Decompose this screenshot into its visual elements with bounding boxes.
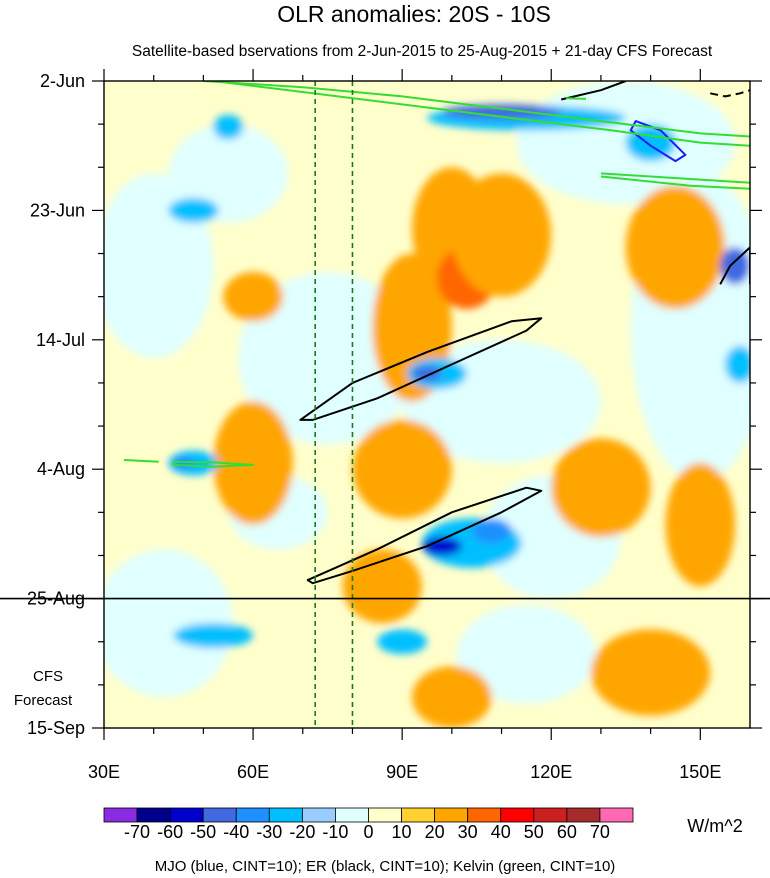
colorbar-swatch-12 <box>500 807 535 823</box>
x-tick-label: 60E <box>237 762 269 782</box>
colorbar-swatch-9 <box>401 807 436 823</box>
y-axis-tick-labels: 2-Jun 23-Jun 14-Jul 4-Aug 25-Aug 15-Sep <box>27 71 85 738</box>
colorbar <box>103 807 634 823</box>
colorbar-label: 30 <box>458 822 478 842</box>
kelvin-contour-9 <box>600 175 750 190</box>
axis-ticks <box>92 69 762 740</box>
forecast-label-line-1: CFS <box>33 668 63 685</box>
er-contour-0 <box>299 317 543 421</box>
kelvin-contour-12 <box>566 97 587 100</box>
anomaly-blob-1 <box>168 124 288 223</box>
anomaly-blob-7 <box>456 604 596 704</box>
y-tick-label: 25-Aug <box>27 589 85 609</box>
kelvin-contour-11 <box>123 459 159 463</box>
anomaly-blob-0 <box>238 272 418 445</box>
er-contour-2 <box>719 246 750 285</box>
er-contour-3 <box>560 81 627 101</box>
anomaly-blob-34 <box>173 623 254 648</box>
anomaly-blob-31 <box>441 104 562 120</box>
colorbar-swatch-4 <box>235 807 270 823</box>
colorbar-label: 40 <box>491 822 511 842</box>
colorbar-swatch-10 <box>434 807 469 823</box>
anomaly-fill-layer <box>104 81 750 728</box>
colorbar-label: 20 <box>425 822 445 842</box>
colorbar-labels: -70 -60 -50 -40 -30 -20 -10 0 10 20 30 40 50 60 70 <box>124 822 610 842</box>
anomaly-blob-group <box>104 81 750 728</box>
y-tick-label: 15-Sep <box>27 718 85 738</box>
anomaly-blob-32 <box>213 114 244 140</box>
colorbar-label: -60 <box>157 822 183 842</box>
anomaly-blob-21 <box>665 463 736 587</box>
er-contour-4 <box>709 89 750 98</box>
colorbar-label: 50 <box>524 822 544 842</box>
wave-contour-layer <box>123 81 750 585</box>
colorbar-label: 0 <box>363 822 373 842</box>
anomaly-blob-20 <box>223 272 283 322</box>
colorbar-swatch-11 <box>467 807 502 823</box>
colorbar-swatch-1 <box>136 807 171 823</box>
kelvin-contour-7 <box>213 81 750 147</box>
colorbar-swatch-13 <box>533 807 568 823</box>
colorbar-swatch-6 <box>301 807 336 823</box>
chart-title: OLR anomalies: 20S - 10S <box>277 1 551 27</box>
colorbar-swatch-2 <box>169 807 204 823</box>
anomaly-blob-16 <box>551 438 651 537</box>
y-tick-label: 4-Aug <box>37 459 85 479</box>
chart-footnote: MJO (blue, CINT=10); ER (black, CINT=10)… <box>155 858 616 875</box>
colorbar-swatch-15 <box>599 807 634 823</box>
x-tick-label: 150E <box>679 762 721 782</box>
colorbar-swatch-14 <box>566 807 601 823</box>
kelvin-contour-10 <box>172 460 255 468</box>
colorbar-label: 10 <box>392 822 412 842</box>
er-contour-1 <box>306 486 543 585</box>
colorbar-swatch-0 <box>103 807 138 823</box>
colorbar-label: -50 <box>190 822 216 842</box>
colorbar-units: W/m^2 <box>687 816 742 836</box>
x-tick-label: 30E <box>88 762 120 782</box>
anomaly-blob-33 <box>168 198 219 223</box>
colorbar-label: -30 <box>256 822 282 842</box>
colorbar-swatch-3 <box>202 807 237 823</box>
x-tick-label: 90E <box>386 762 418 782</box>
colorbar-swatch-8 <box>368 807 402 823</box>
colorbar-label: -40 <box>223 822 249 842</box>
x-axis-tick-labels: 30E 60E 90E 120E 150E <box>88 762 721 782</box>
y-tick-label: 23-Jun <box>30 200 85 220</box>
x-tick-label: 120E <box>530 762 572 782</box>
anomaly-blob-37 <box>725 345 750 383</box>
anomaly-blob-26 <box>412 366 442 382</box>
y-tick-label: 14-Jul <box>36 330 85 350</box>
anomaly-blob-13 <box>451 173 552 297</box>
anomaly-blob-17 <box>590 629 711 716</box>
y-tick-label: 2-Jun <box>40 71 85 91</box>
colorbar-swatch-5 <box>268 807 303 823</box>
kelvin-contour-6 <box>203 81 750 138</box>
anomaly-blob-18 <box>213 401 293 525</box>
colorbar-label: -20 <box>289 822 315 842</box>
mjo-contour-5 <box>629 120 687 163</box>
colorbar-label: 60 <box>557 822 577 842</box>
anomaly-blob-19 <box>625 185 726 309</box>
anomaly-blob-36 <box>720 247 750 285</box>
chart-subtitle: Satellite-based bservations from 2-Jun-2… <box>132 43 713 60</box>
colorbar-label: -70 <box>124 822 150 842</box>
anomaly-blob-29 <box>471 518 512 544</box>
plot-frame <box>103 80 751 729</box>
colorbar-label: 70 <box>590 822 610 842</box>
anomaly-blob-22 <box>412 666 492 728</box>
anomaly-blob-14 <box>352 419 452 519</box>
anomaly-blob-3 <box>104 549 234 698</box>
colorbar-swatch-7 <box>335 807 369 823</box>
anomaly-blob-28 <box>422 536 462 556</box>
colorbar-label: -10 <box>322 822 348 842</box>
forecast-label-line-2: Forecast <box>14 692 73 709</box>
anomaly-blob-35 <box>377 629 427 655</box>
kelvin-contour-8 <box>600 172 750 184</box>
